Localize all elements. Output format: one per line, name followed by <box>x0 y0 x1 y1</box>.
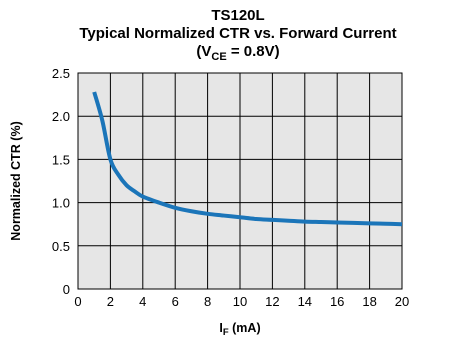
y-tick-label: 1.0 <box>52 196 70 211</box>
x-axis-ticks: 0 2 4 6 8 10 12 14 16 18 20 <box>74 294 409 309</box>
series-layer <box>92 91 403 227</box>
y-tick-label: 0.5 <box>52 239 70 254</box>
x-tick-label: 12 <box>265 294 279 309</box>
x-tick-label: 10 <box>233 294 247 309</box>
x-tick-label: 14 <box>298 294 312 309</box>
x-tick-label: 4 <box>139 294 146 309</box>
y-axis-ticks: 0 0.5 1.0 1.5 2.0 2.5 <box>52 66 70 297</box>
x-tick-label: 20 <box>395 294 409 309</box>
x-tick-label: 6 <box>172 294 179 309</box>
x-tick-label: 0 <box>74 294 81 309</box>
y-tick-label: 0 <box>63 282 70 297</box>
grid <box>78 73 402 289</box>
chart-subtitle: Typical Normalized CTR vs. Forward Curre… <box>79 25 396 42</box>
chart-condition: (VCE = 0.8V) <box>196 43 279 63</box>
y-tick-label: 2.0 <box>52 109 70 124</box>
x-tick-label: 8 <box>204 294 211 309</box>
y-tick-label: 1.5 <box>52 152 70 167</box>
series-line <box>92 91 403 227</box>
chart-title: TS120L <box>211 7 264 24</box>
y-tick-label: 2.5 <box>52 66 70 81</box>
y-axis-title: Normalized CTR (%) <box>9 121 23 240</box>
x-tick-label: 2 <box>107 294 114 309</box>
x-tick-label: 16 <box>330 294 344 309</box>
x-axis-title: IF (mA) <box>219 321 260 338</box>
x-tick-label: 18 <box>362 294 376 309</box>
